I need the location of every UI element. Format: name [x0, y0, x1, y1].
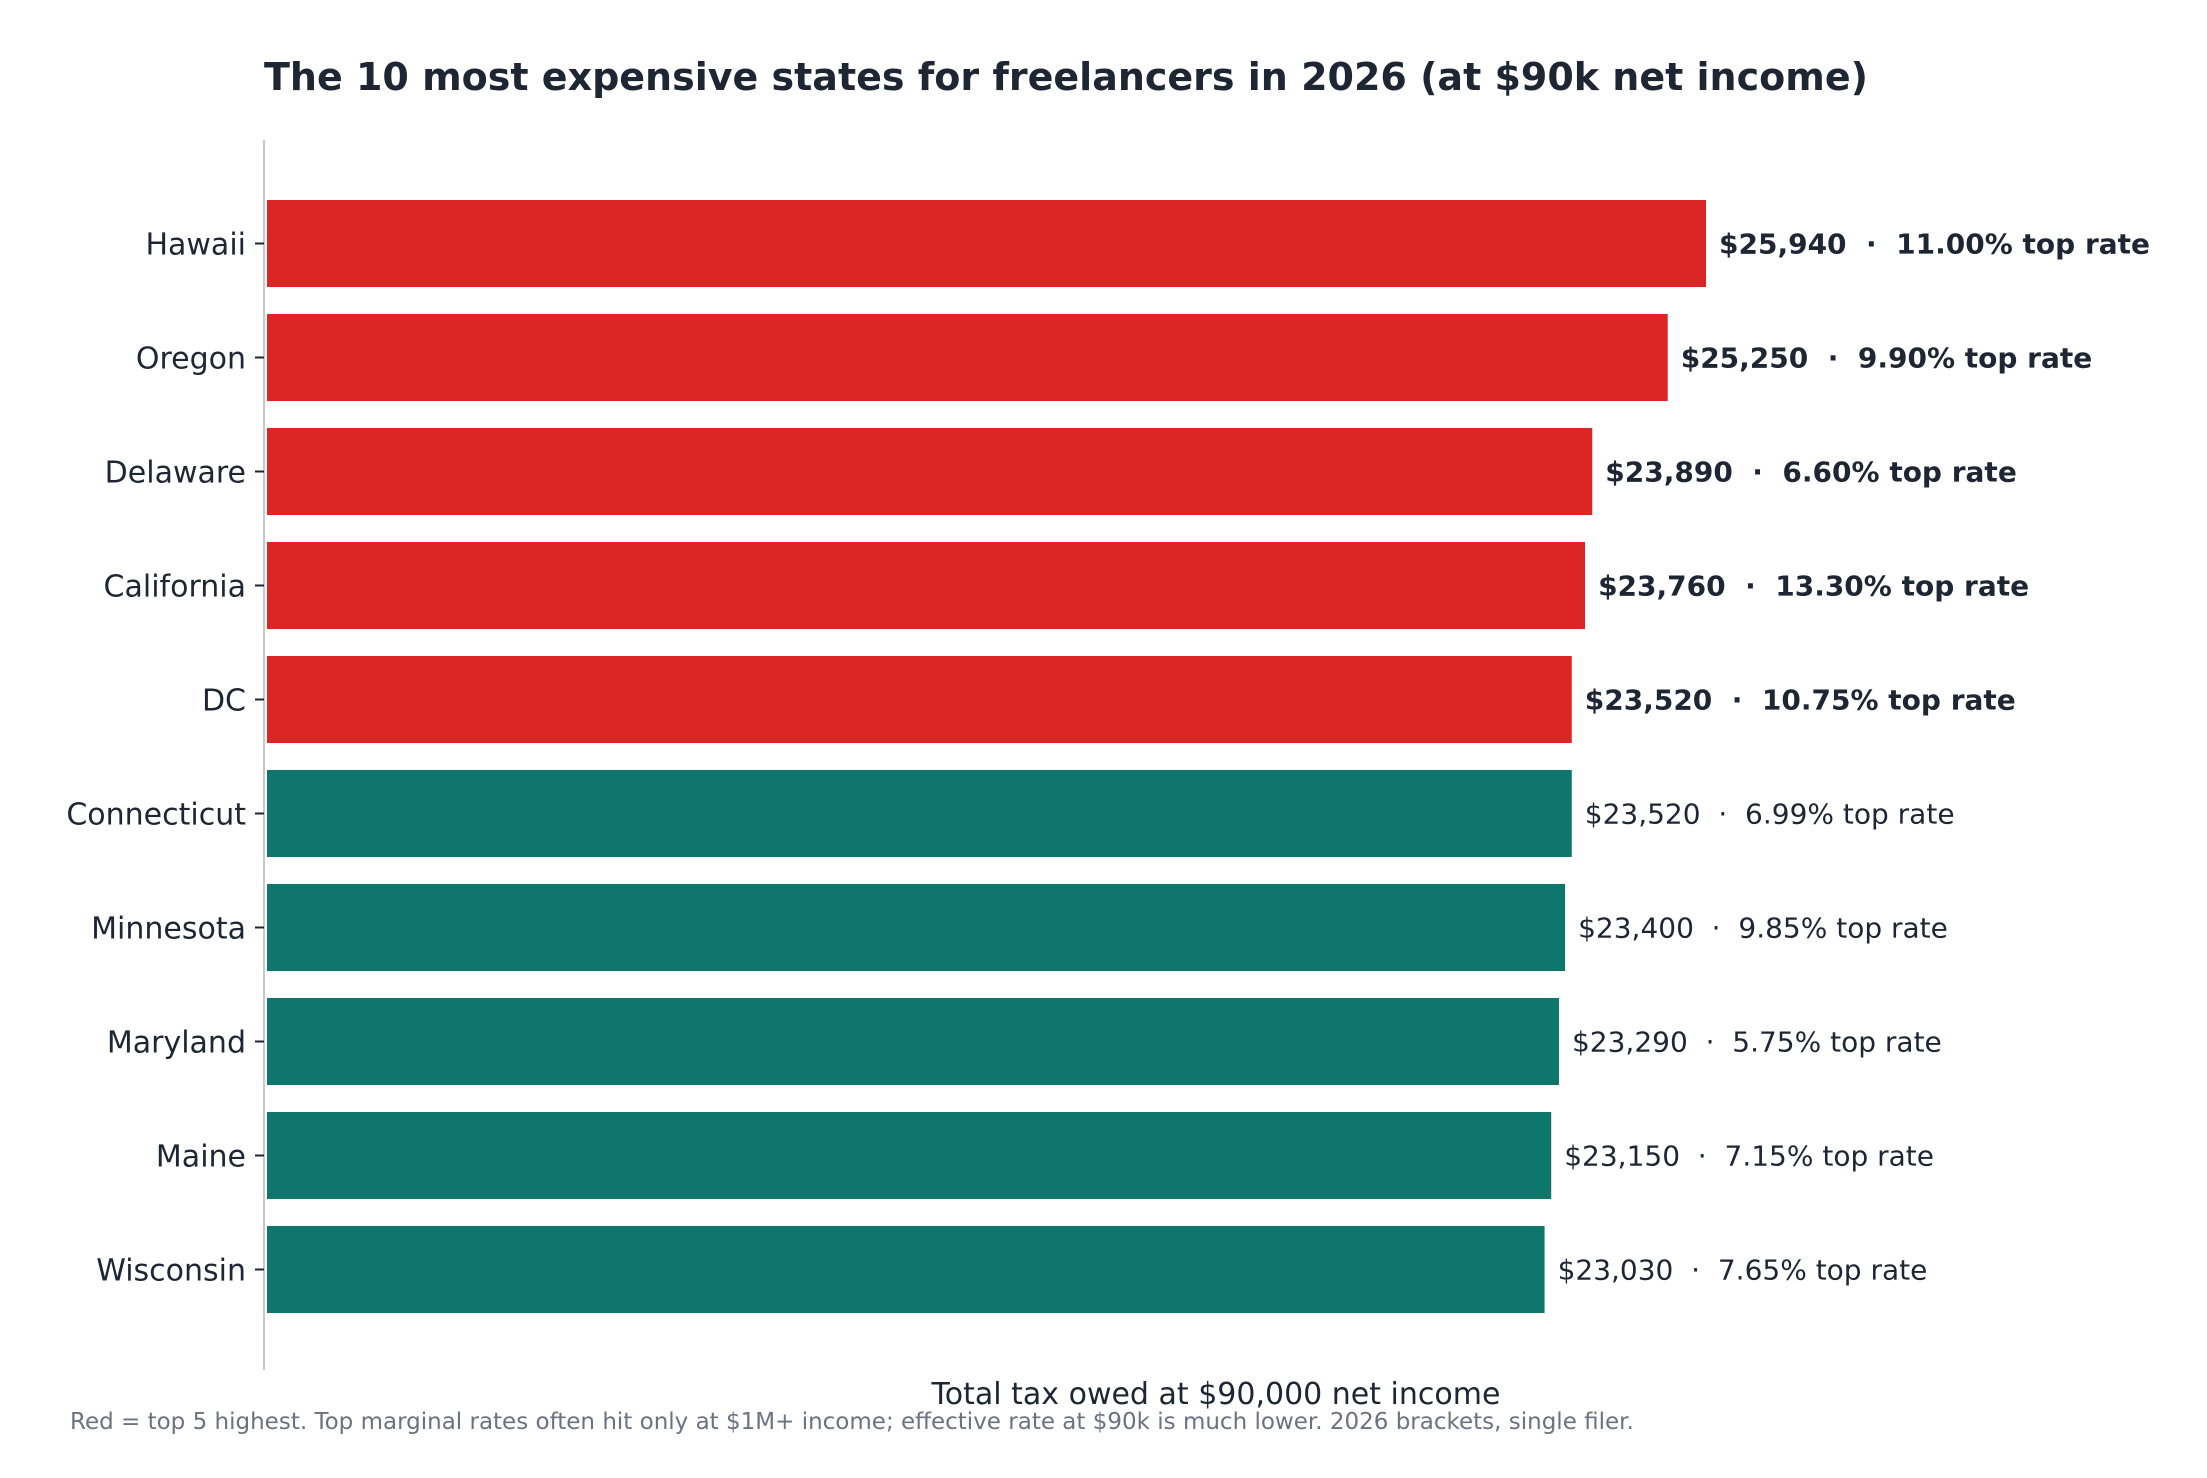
category-label: California [104, 570, 246, 605]
category-label: Delaware [105, 456, 246, 491]
value-label: $25,250 · 9.90% top rate [1681, 342, 2093, 375]
bar-delaware [267, 428, 1593, 515]
bar-wisconsin [267, 1226, 1545, 1313]
x-axis-label: Total tax owed at $90,000 net income [931, 1377, 1501, 1412]
value-label: $23,400 · 9.85% top rate [1578, 912, 1948, 945]
bar-connecticut [267, 770, 1572, 857]
value-label: $23,760 · 13.30% top rate [1598, 570, 2029, 603]
bars: Hawaii $25,940 · 11.00% top rate Oregon $25… [66, 200, 2150, 1313]
category-label: Maryland [107, 1026, 246, 1061]
value-label: $23,290 · 5.75% top rate [1572, 1026, 1942, 1059]
value-label: $25,940 · 11.00% top rate [1719, 228, 2150, 261]
category-label: Connecticut [66, 798, 246, 833]
value-label: $23,890 · 6.60% top rate [1605, 456, 2017, 489]
bar-maine [267, 1112, 1552, 1199]
category-label: Wisconsin [96, 1254, 246, 1289]
bar-california [267, 542, 1586, 629]
bar-dc [267, 656, 1572, 743]
category-label: Hawaii [145, 228, 246, 263]
value-label: $23,150 · 7.15% top rate [1564, 1140, 1934, 1173]
value-label: $23,520 · 10.75% top rate [1585, 684, 2016, 717]
category-label: DC [202, 684, 246, 719]
category-label: Oregon [136, 342, 246, 377]
value-label: $23,520 · 6.99% top rate [1585, 798, 1955, 831]
bar-hawaii [267, 200, 1706, 287]
chart-title: The 10 most expensive states for freelan… [264, 55, 1868, 99]
bar-maryland [267, 998, 1559, 1085]
bar-minnesota [267, 884, 1566, 971]
value-label: $23,030 · 7.65% top rate [1558, 1254, 1928, 1287]
category-label: Maine [156, 1140, 246, 1175]
category-label: Minnesota [91, 912, 246, 947]
footnote: Red = top 5 highest. Top marginal rates … [70, 1409, 1634, 1435]
bar-oregon [267, 314, 1668, 401]
